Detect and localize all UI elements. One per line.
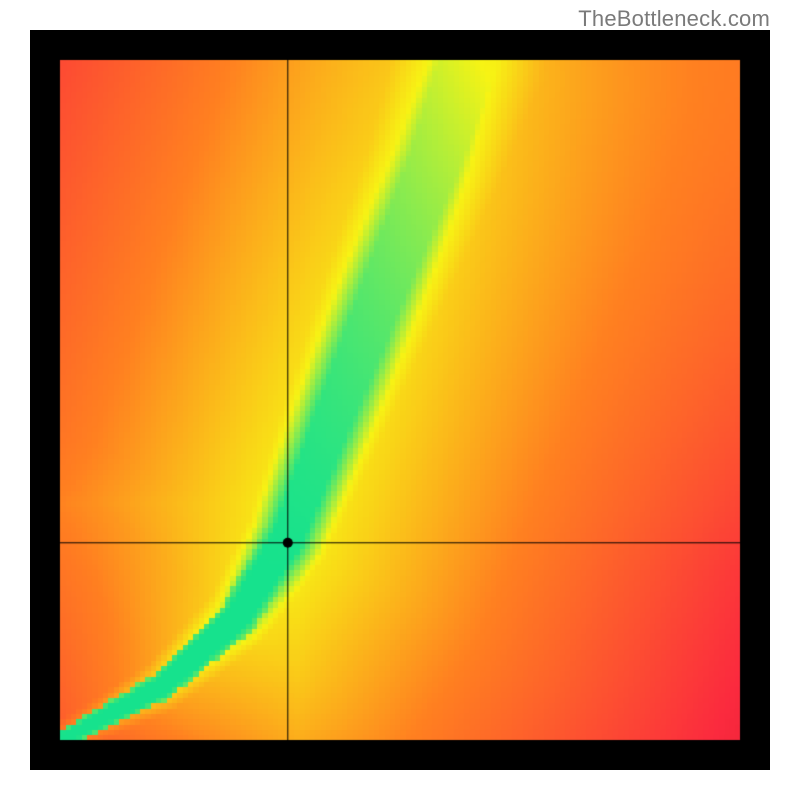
heatmap-canvas <box>30 30 770 770</box>
page-container: TheBottleneck.com <box>0 0 800 800</box>
watermark-text: TheBottleneck.com <box>578 6 770 32</box>
plot-frame <box>30 30 770 770</box>
